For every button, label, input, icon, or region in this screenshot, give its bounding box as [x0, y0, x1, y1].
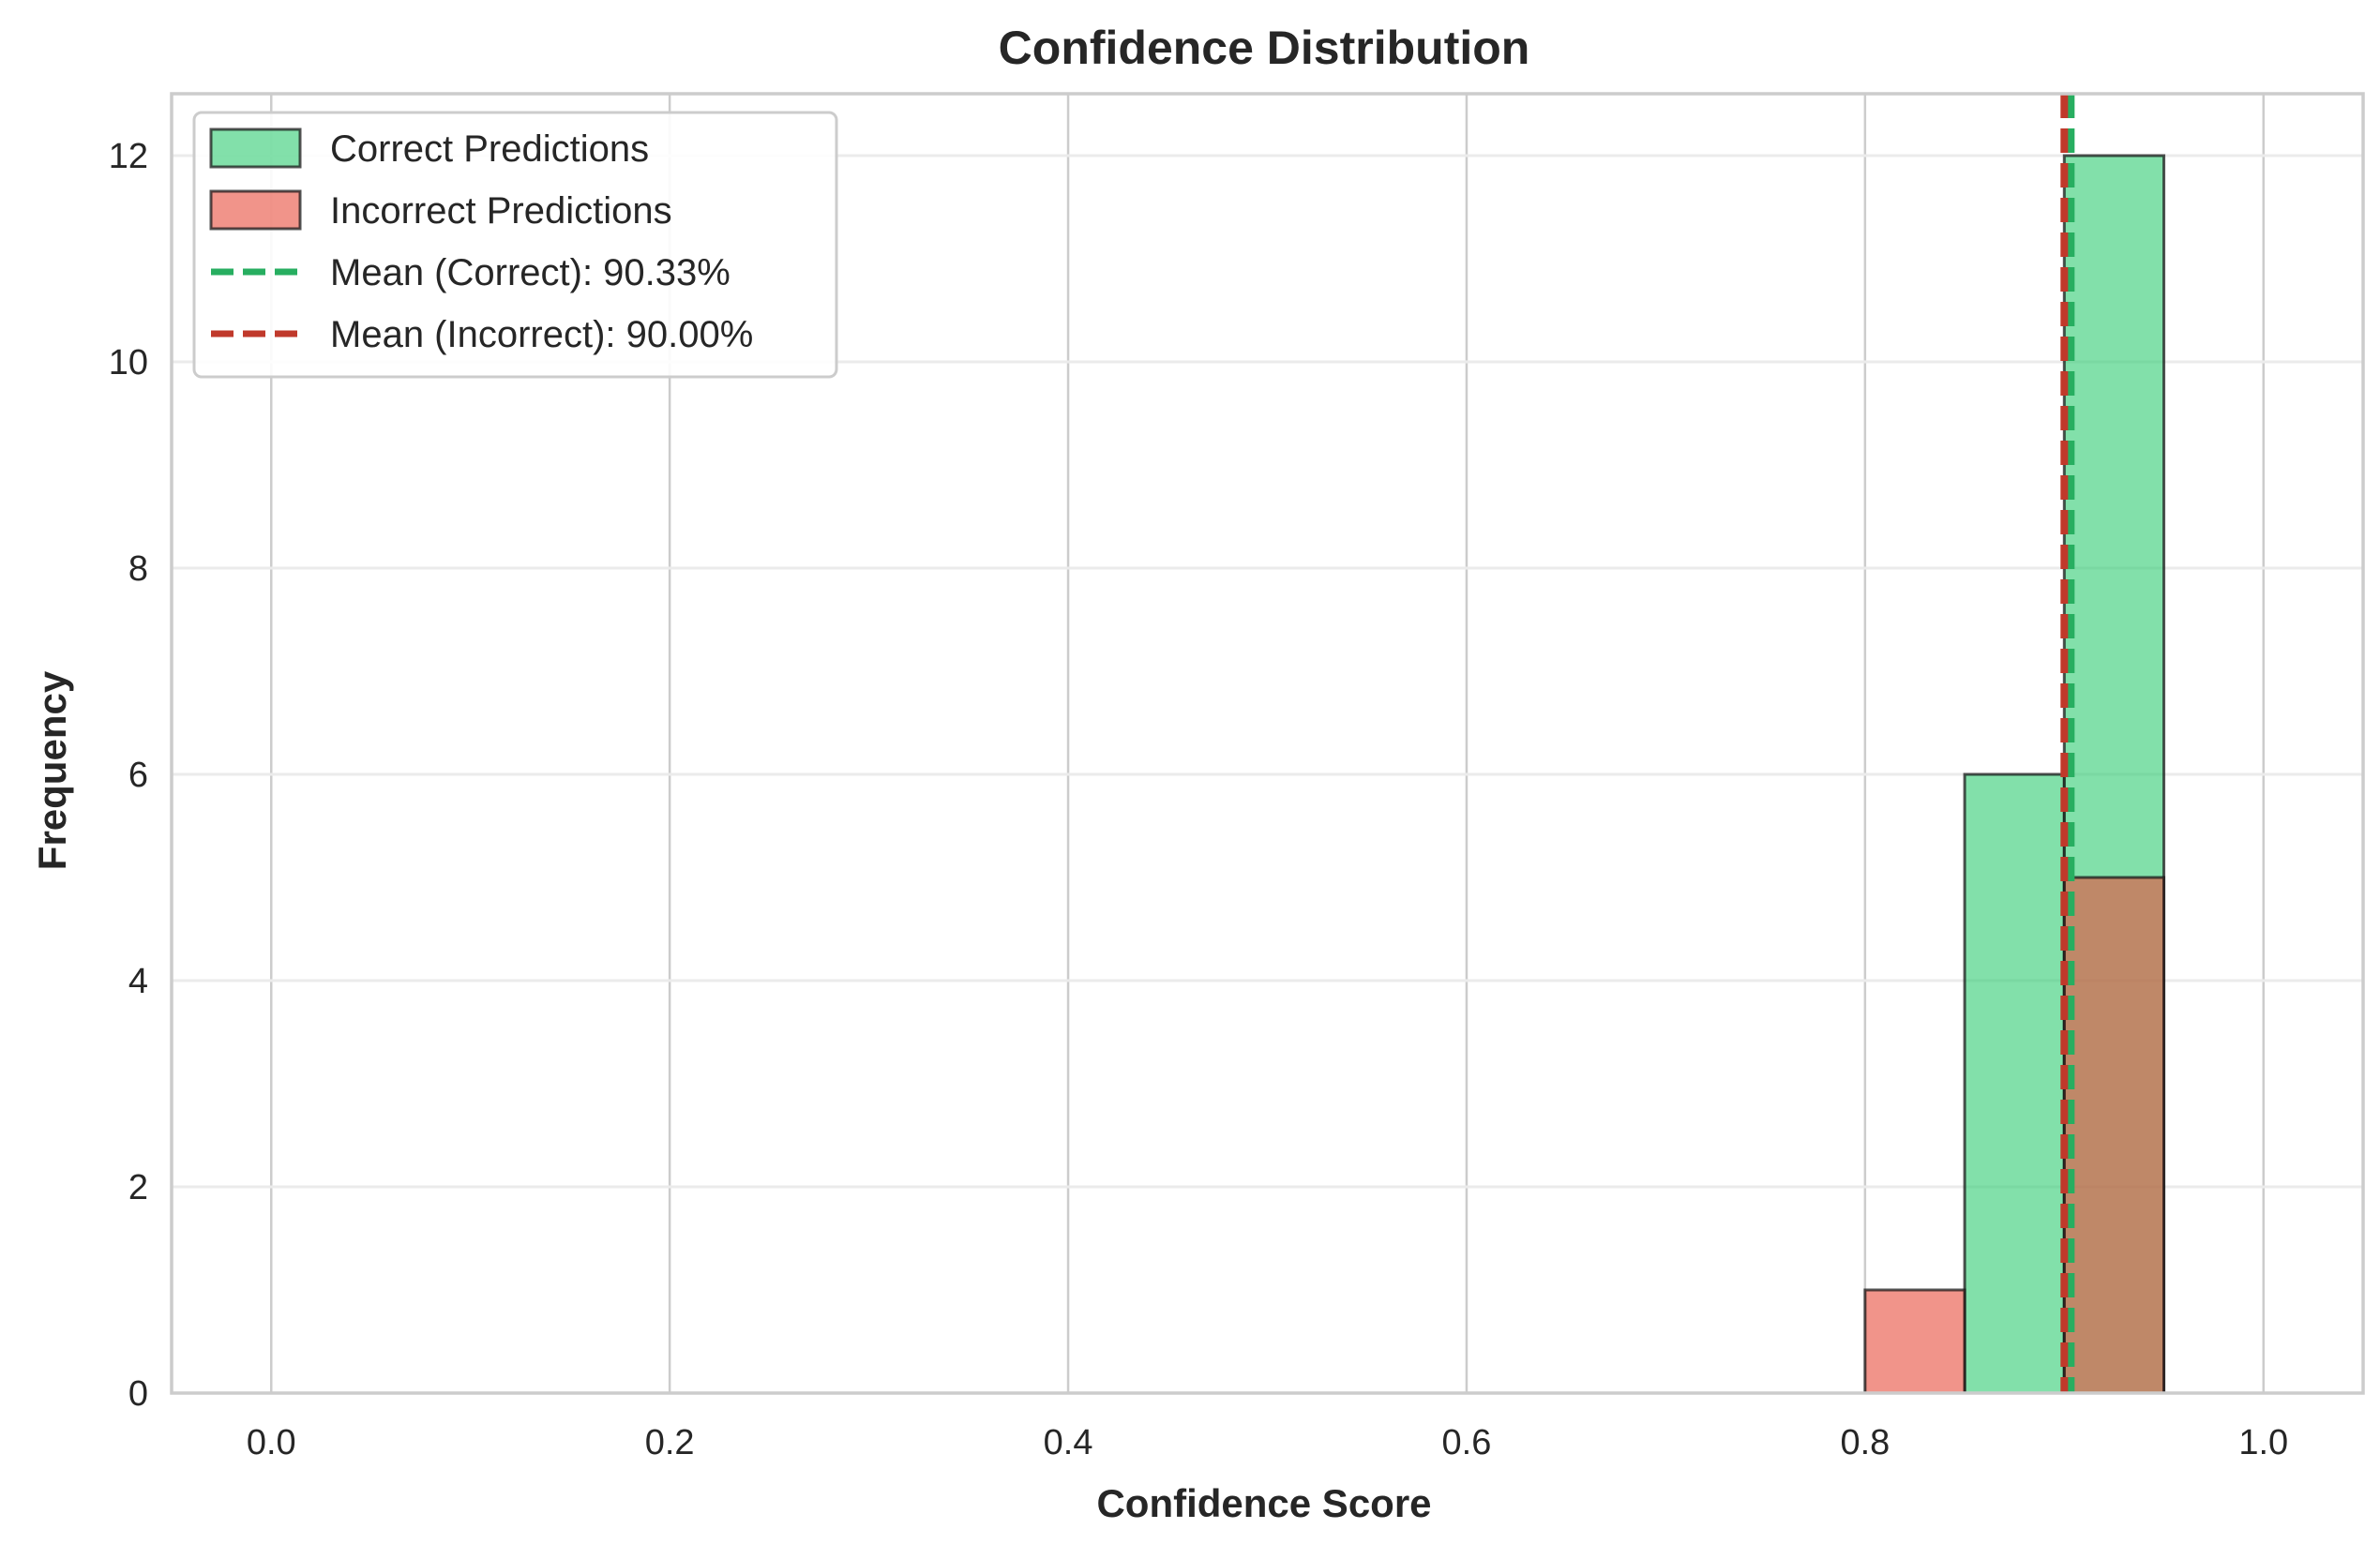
x-tick-label: 0.2 — [645, 1423, 695, 1462]
legend-incorrect-swatch — [209, 189, 302, 231]
legend-incorrect-label: Incorrect Predictions — [330, 190, 672, 232]
x-tick-label: 0.8 — [1840, 1423, 1890, 1462]
y-tick-label: 2 — [128, 1168, 148, 1207]
legend-correct-label: Correct Predictions — [330, 128, 649, 170]
bar-incorrect — [1863, 1288, 1966, 1395]
x-axis-label: Confidence Score — [1096, 1481, 1431, 1525]
x-tick-label: 0.4 — [1044, 1423, 1093, 1462]
y-tick-label: 8 — [128, 549, 148, 589]
legend-mean-correct-label: Mean (Correct): 90.33% — [330, 252, 731, 293]
y-axis-label: Frequency — [30, 670, 74, 870]
y-tick-label: 10 — [109, 343, 148, 382]
x-tick-label: 1.0 — [2238, 1423, 2288, 1462]
y-tick-label: 12 — [109, 137, 148, 176]
plot-frame — [170, 92, 2365, 1395]
y-tick-label: 4 — [128, 962, 148, 1001]
x-tick-label: 0.0 — [247, 1423, 296, 1462]
legend-correct-swatch — [209, 127, 302, 169]
bar-incorrect — [2062, 876, 2166, 1395]
x-tick-label: 0.6 — [1442, 1423, 1492, 1462]
legend-box — [192, 111, 838, 379]
chart-title: Confidence Distribution — [999, 22, 1530, 74]
legend-mean-incorrect-label: Mean (Incorrect): 90.00% — [330, 314, 753, 355]
y-tick-label: 6 — [128, 756, 148, 795]
bar-correct — [1963, 772, 2066, 1395]
legend: Correct Predictions Incorrect Predictions… — [192, 111, 838, 379]
y-tick-label: 0 — [128, 1374, 148, 1414]
